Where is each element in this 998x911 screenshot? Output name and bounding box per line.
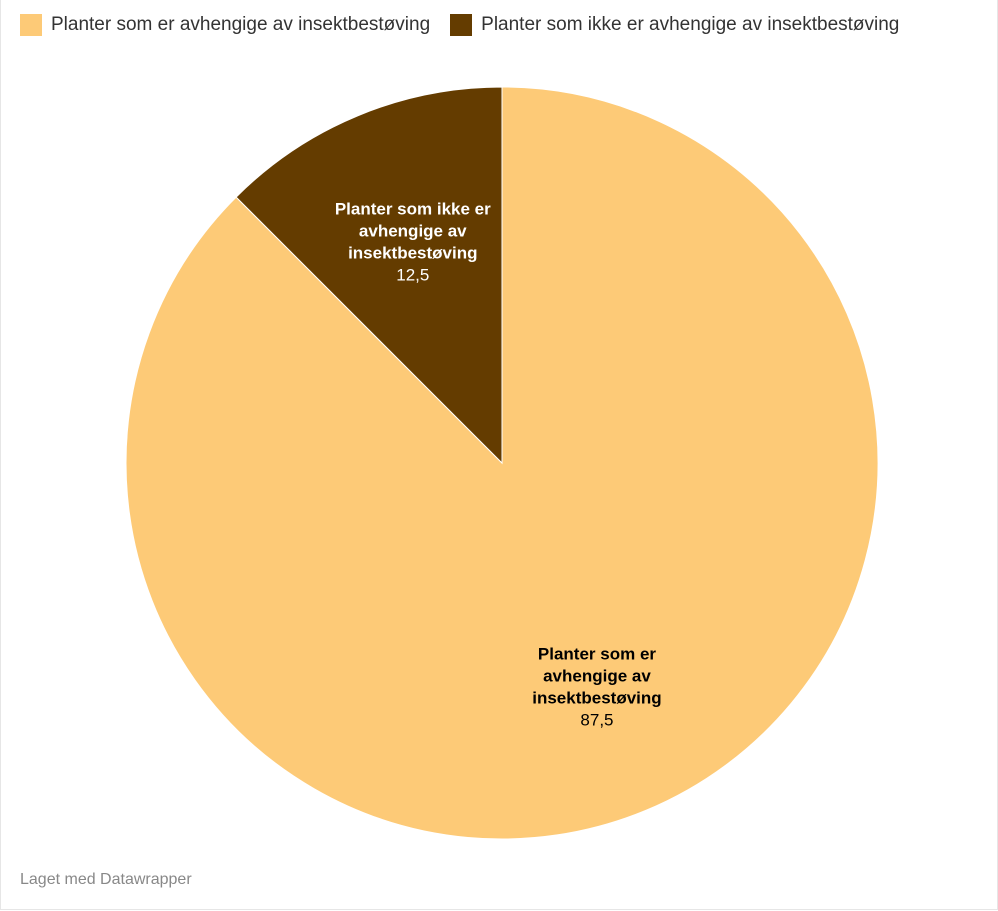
legend-label-not-pollinator-dependent: Planter som ikke er avhengige av insektb… [481,14,900,35]
pie-slice-label-name-line: Planter som ikke er [335,200,491,219]
pie-slice-label-name-line: avhengige av [359,222,467,241]
pie-chart: Planter som er avhengige av insektbestøvin… [125,86,879,840]
pie-slices [125,86,879,840]
pie-slice-label-1: Planter som ikke er avhengige av insektbes… [335,200,491,285]
credit-text: Laget med Datawrapper [20,871,192,888]
legend-swatch-not-pollinator-dependent [450,14,473,36]
legend: Planter som er avhengige av insektbestøv… [20,14,899,36]
pie-slice-label-name-line: avhengige av [543,666,651,685]
legend-item-pollinator-dependent: Planter som er avhengige av insektbestøv… [20,14,430,36]
legend-swatch-pollinator-dependent [20,14,42,36]
legend-item-not-pollinator-dependent: Planter som ikke er avhengige av insektb… [450,14,899,36]
pie-slice-label-name-line: Planter som er [538,644,656,663]
legend-label-pollinator-dependent: Planter som er avhengige av insektbestøv… [51,14,431,35]
pie-slice-1[interactable] [235,86,503,465]
pie-slice-label-name-line: insektbestøving [348,244,477,263]
pie-slice-value: 12,5 [396,266,429,285]
pie-slice-label-0: Planter som er avhengige av insektbestøvin… [532,644,661,729]
pie-slice-label-name-line: insektbestøving [532,688,661,707]
pie-slice-value: 87,5 [580,710,613,729]
pie-labels: Planter som er avhengige av insektbestøvin… [335,200,662,730]
